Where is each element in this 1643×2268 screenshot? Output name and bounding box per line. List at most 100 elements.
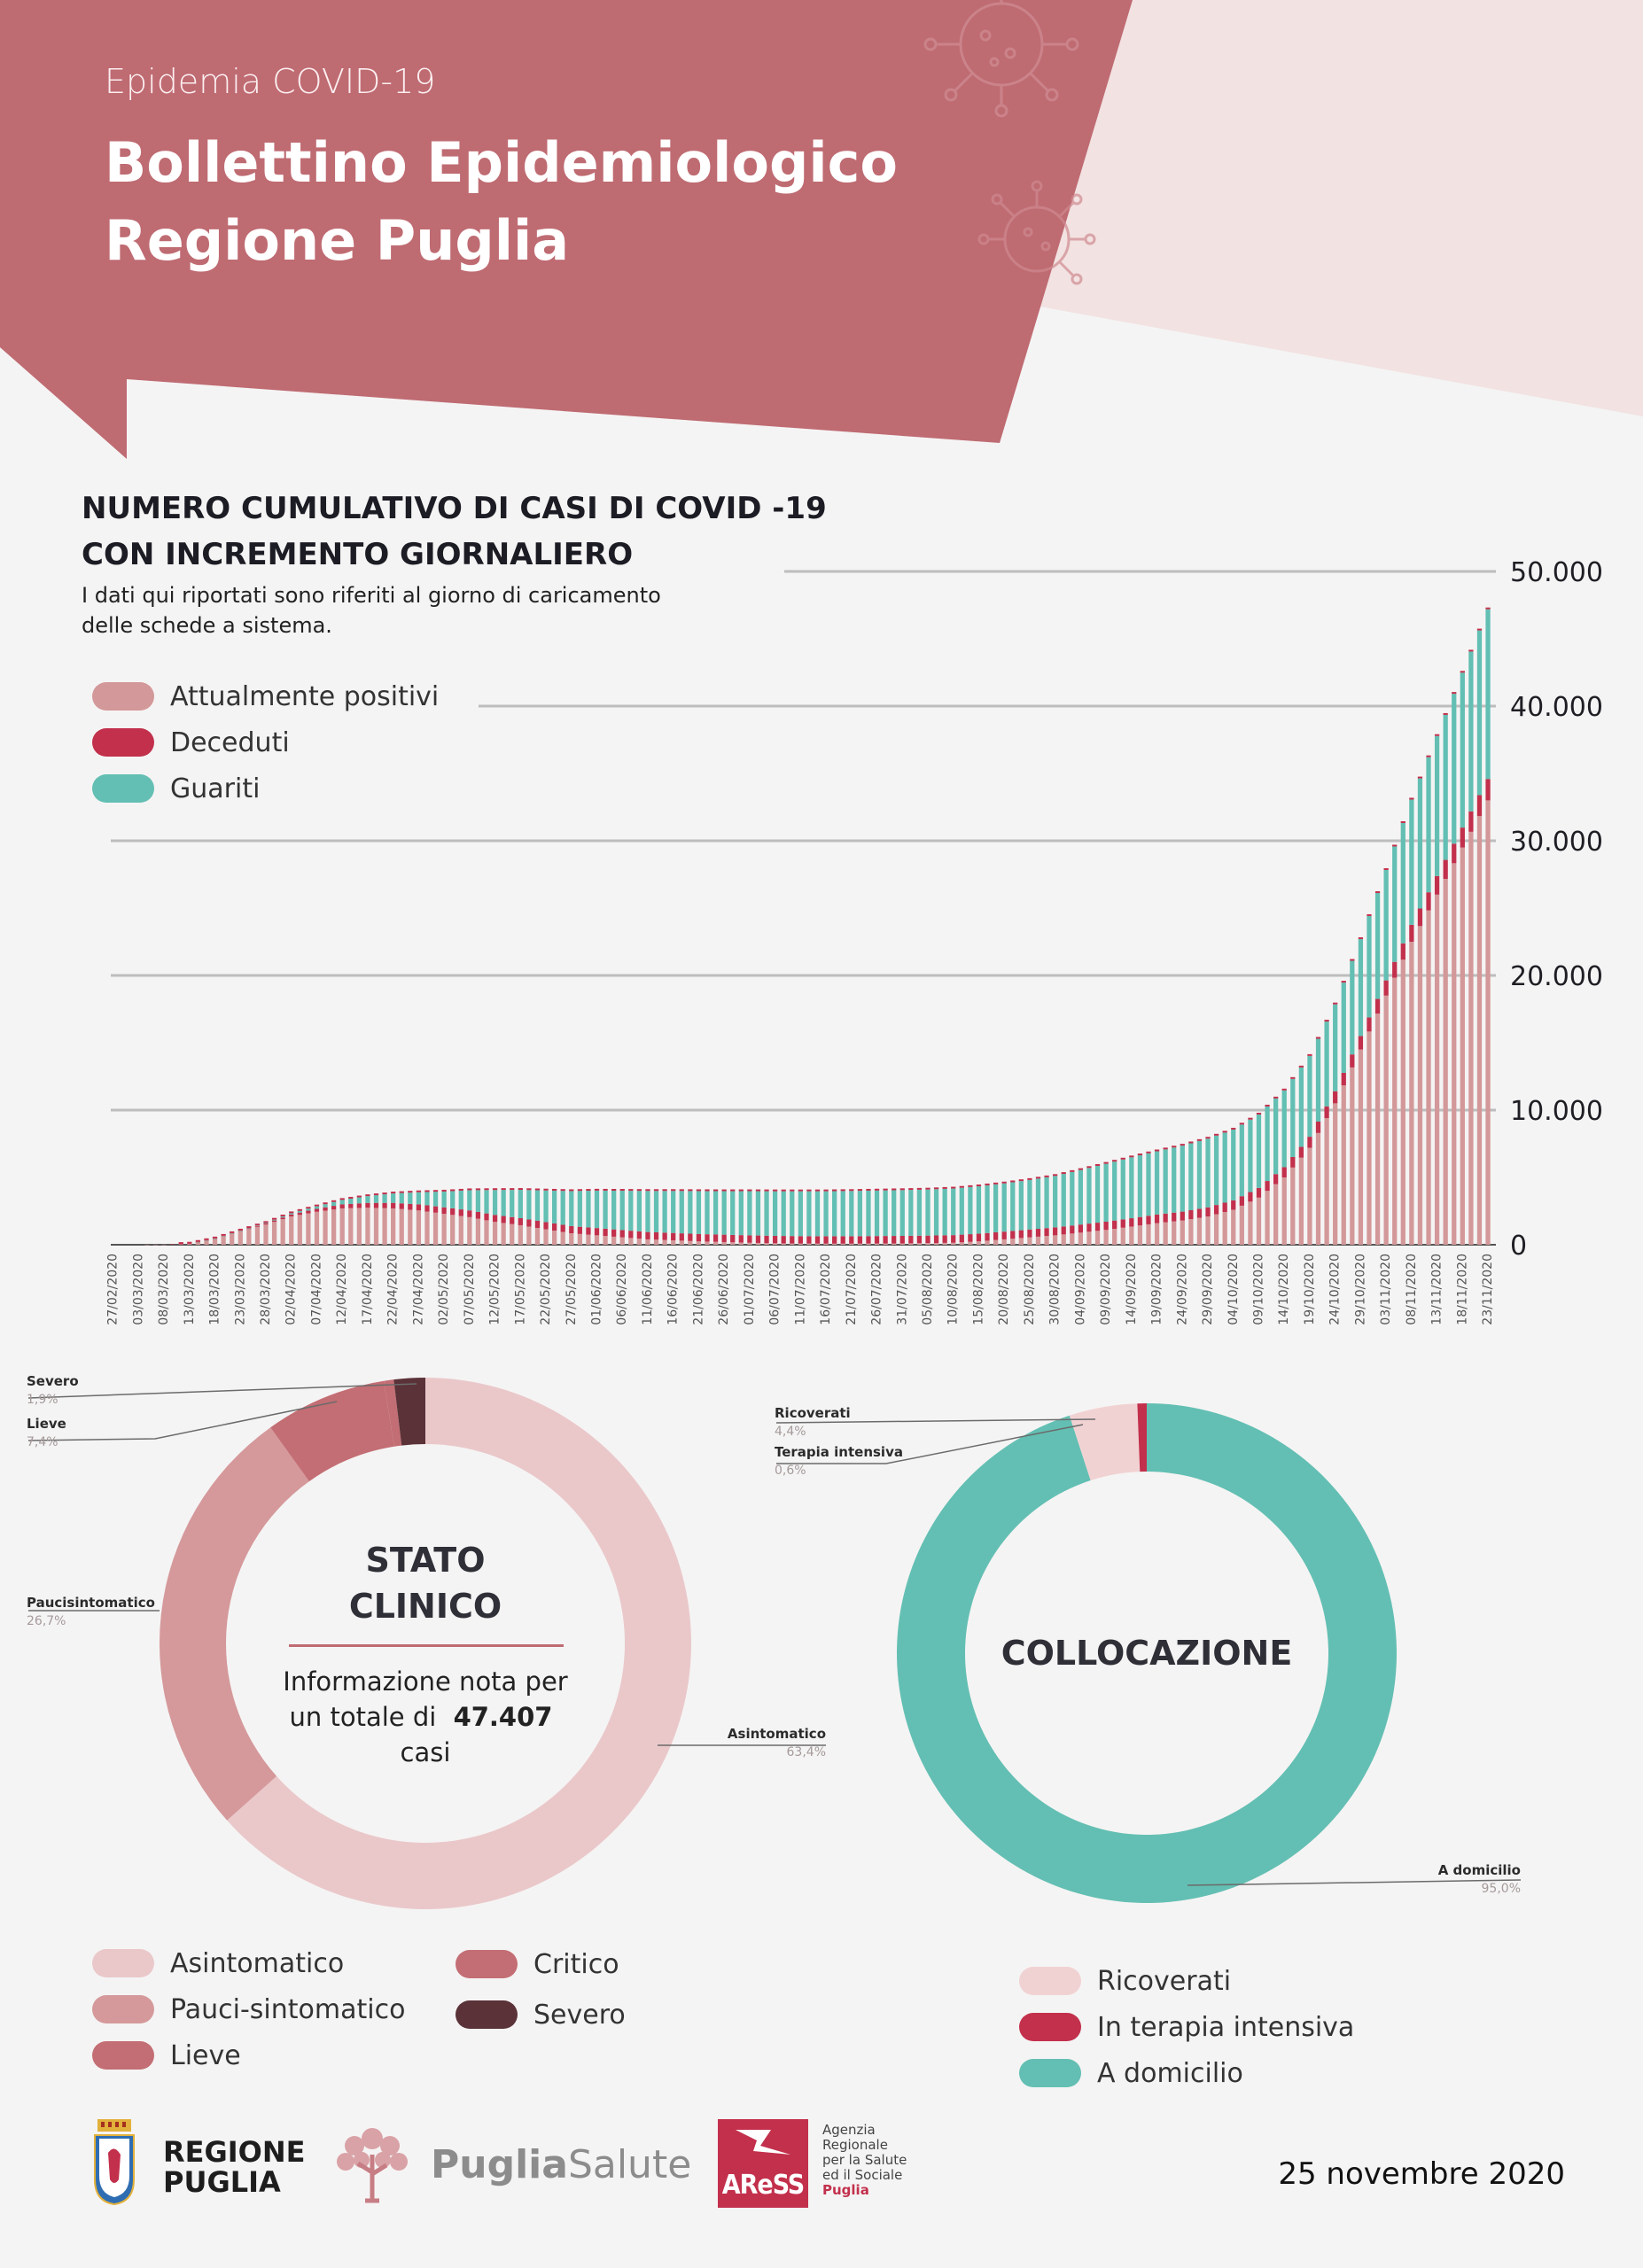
- bar-cap: [399, 1191, 404, 1193]
- bar-segment-deceduti: [696, 1233, 702, 1242]
- bar-cap: [577, 1189, 582, 1192]
- bar-segment-guariti: [1298, 1067, 1304, 1147]
- bar-segment-deceduti: [653, 1231, 659, 1240]
- bar-segment-guariti: [323, 1204, 328, 1208]
- bar-cap: [1281, 1088, 1287, 1091]
- bar-segment-guariti: [1426, 757, 1431, 893]
- bar-segment-guariti: [645, 1191, 650, 1232]
- bar-segment-deceduti: [857, 1236, 863, 1244]
- y-tick-label: 40.000: [1510, 692, 1603, 723]
- bar-segment-positivi: [712, 1241, 719, 1245]
- bar-segment-positivi: [721, 1241, 727, 1245]
- bar-segment-guariti: [1392, 846, 1398, 962]
- x-tick-label: 13/03/2020: [183, 1254, 197, 1325]
- callout-line: [1187, 1879, 1522, 1886]
- bar-cap: [671, 1189, 676, 1192]
- donut-slice-lieve: [270, 1380, 394, 1482]
- bar-segment-positivi: [365, 1208, 370, 1245]
- bar-segment-guariti: [968, 1186, 973, 1235]
- bar-cap: [1213, 1133, 1219, 1136]
- bar-cap: [187, 1241, 192, 1244]
- bar-cap: [1248, 1117, 1253, 1120]
- bar-segment-guariti: [976, 1186, 982, 1234]
- bar-segment-guariti: [1485, 609, 1491, 780]
- bar-cap: [1273, 1096, 1279, 1099]
- bar-segment-positivi: [764, 1243, 769, 1245]
- bar-segment-positivi: [1112, 1229, 1117, 1245]
- x-tick-label: 12/05/2020: [488, 1254, 502, 1325]
- legend-item-a-domicilio: A domicilio: [1019, 2050, 1354, 2096]
- bar-segment-deceduti: [968, 1234, 973, 1242]
- bar-segment-deceduti: [348, 1203, 354, 1208]
- stato-clinico-legend-col1: Asintomatico Pauci-sintomatico Lieve: [92, 1940, 405, 2078]
- bar-cap: [772, 1189, 778, 1192]
- bar-cap: [1367, 913, 1372, 916]
- legend-item-ricoverati: Ricoverati: [1019, 1958, 1354, 2004]
- callout-label: Terapia intensiva: [775, 1444, 903, 1460]
- x-tick-label: 20/08/2020: [997, 1254, 1011, 1325]
- bar-cap: [1460, 671, 1465, 673]
- bar-cap: [1298, 1065, 1304, 1068]
- bar-segment-guariti: [1061, 1174, 1066, 1227]
- bar-segment-deceduti: [738, 1235, 744, 1243]
- bar-segment-deceduti: [1333, 1091, 1338, 1104]
- bar-cap: [1010, 1180, 1016, 1183]
- bar-cap: [1070, 1169, 1075, 1172]
- bar-segment-positivi: [679, 1240, 684, 1245]
- bar-segment-positivi: [1273, 1184, 1279, 1245]
- bar-segment-positivi: [730, 1242, 736, 1245]
- bar-cap: [450, 1189, 456, 1192]
- bar-segment-deceduti: [1374, 998, 1381, 1014]
- bar-cap: [484, 1188, 489, 1191]
- bar-segment-guariti: [1400, 822, 1406, 944]
- y-tick-label: 20.000: [1510, 961, 1603, 992]
- x-tick-label: 27/04/2020: [411, 1254, 425, 1325]
- bar-segment-deceduti: [1137, 1216, 1143, 1226]
- bar-segment-positivi: [1256, 1197, 1262, 1245]
- info-suffix: casi: [400, 1737, 451, 1767]
- bar-segment-guariti: [1273, 1098, 1279, 1175]
- bar-segment-guariti: [611, 1190, 617, 1230]
- bar-cap: [416, 1190, 422, 1192]
- bar-segment-positivi: [518, 1224, 523, 1245]
- bar-segment-guariti: [230, 1232, 235, 1234]
- bar-segment-deceduti: [712, 1234, 719, 1242]
- bar-cap: [916, 1187, 923, 1190]
- bar-cap: [1358, 936, 1364, 939]
- bar-segment-guariti: [933, 1189, 939, 1236]
- regione-puglia-logo: [92, 2117, 136, 2206]
- bar-cap: [1290, 1076, 1296, 1079]
- bar-segment-guariti: [696, 1191, 702, 1234]
- bar-segment-deceduti: [569, 1225, 574, 1234]
- bar-segment-deceduti: [1154, 1214, 1160, 1223]
- bar-cap: [908, 1188, 914, 1191]
- bar-segment-deceduti: [755, 1235, 761, 1243]
- bar-segment-positivi: [408, 1209, 413, 1245]
- agency-line: Puglia: [822, 2182, 869, 2198]
- bar-cap: [730, 1189, 736, 1192]
- bar-segment-positivi: [1222, 1212, 1227, 1245]
- bar-cap: [1086, 1166, 1092, 1169]
- bar-segment-guariti: [1053, 1176, 1058, 1228]
- x-tick-label: 04/09/2020: [1073, 1254, 1087, 1325]
- bar-cap: [1443, 712, 1448, 715]
- legend-item-attualmente-positivi: Attualmente positivi: [92, 673, 439, 719]
- bar-segment-deceduti: [1350, 1054, 1355, 1068]
- bar-segment-guariti: [790, 1191, 795, 1237]
- callout-line: [775, 1418, 1096, 1424]
- bar-chart-note: I dati qui riportati sono riferiti al gi…: [82, 580, 661, 641]
- puglia-text: Puglia: [431, 2142, 568, 2187]
- bar-cap: [892, 1188, 897, 1191]
- bar-segment-deceduti: [1485, 779, 1491, 801]
- x-tick-label: 21/06/2020: [691, 1254, 705, 1325]
- bar-segment-deceduti: [501, 1216, 506, 1223]
- bar-segment-positivi: [1265, 1191, 1270, 1245]
- bar-cap: [339, 1198, 345, 1200]
- bar-cap: [365, 1194, 370, 1197]
- bar-segment-guariti: [738, 1191, 744, 1236]
- bar-segment-positivi: [1094, 1231, 1101, 1245]
- bar-segment-guariti: [814, 1191, 821, 1237]
- x-tick-label: 01/06/2020: [590, 1254, 604, 1325]
- bar-cap: [237, 1228, 243, 1231]
- bar-segment-positivi: [263, 1224, 269, 1245]
